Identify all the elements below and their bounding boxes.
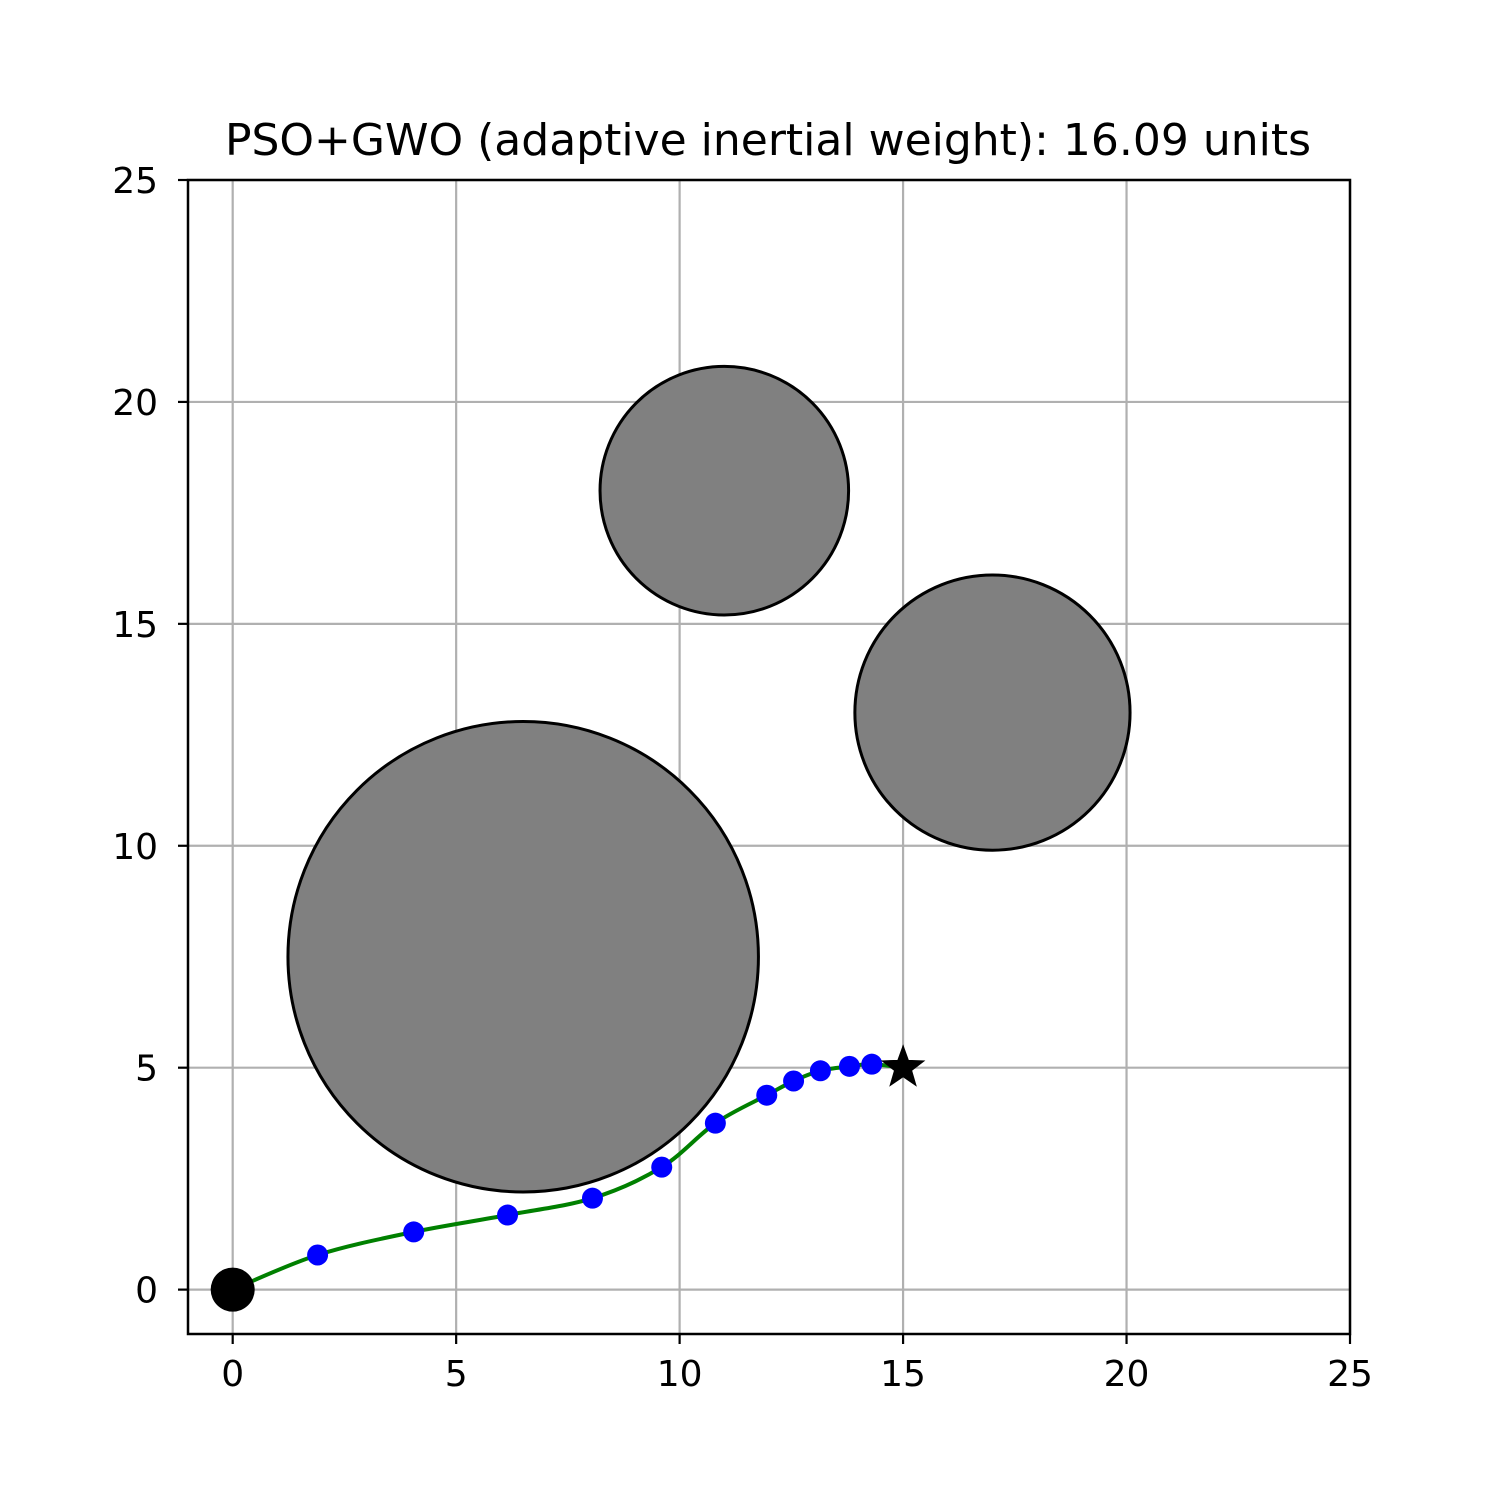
waypoint-point — [497, 1204, 519, 1226]
waypoint-point — [809, 1060, 831, 1082]
ticks: 0 5 10 15 20 25 0 5 10 15 20 25 — [112, 161, 1373, 1395]
x-tick-label: 5 — [445, 1354, 468, 1395]
y-tick-label: 10 — [112, 827, 158, 868]
obstacle-circle — [598, 364, 851, 617]
x-tick-label: 0 — [221, 1354, 244, 1395]
waypoint-point — [651, 1156, 673, 1178]
x-tick-label: 20 — [1104, 1354, 1150, 1395]
y-tick-label: 15 — [112, 605, 158, 646]
plot-frame — [186, 178, 1352, 1336]
markers — [210, 1044, 926, 1312]
y-tick-label: 20 — [112, 383, 158, 424]
waypoint-point — [861, 1053, 883, 1075]
obstacle-circle — [853, 573, 1132, 852]
x-tick-label: 10 — [657, 1354, 703, 1395]
x-tick-label: 15 — [880, 1354, 926, 1395]
y-tick-label: 25 — [112, 161, 158, 202]
waypoint-point — [783, 1070, 805, 1092]
waypoint-point — [756, 1084, 778, 1106]
y-tick-label: 0 — [135, 1271, 158, 1312]
obstacle-circle — [286, 719, 760, 1194]
waypoint-point — [704, 1112, 726, 1134]
grid — [188, 178, 1352, 1334]
chart-title: PSO+GWO (adaptive inertial weight): 16.0… — [225, 115, 1311, 166]
x-tick-label: 25 — [1327, 1354, 1373, 1395]
waypoint-point — [838, 1055, 860, 1077]
start-marker — [210, 1267, 255, 1312]
y-tick-label: 5 — [135, 1049, 158, 1090]
waypoint-point — [403, 1221, 425, 1243]
waypoint-point — [581, 1187, 603, 1209]
goal-star-marker — [880, 1044, 926, 1087]
waypoint-point — [307, 1244, 329, 1266]
obstacles — [286, 364, 1132, 1194]
